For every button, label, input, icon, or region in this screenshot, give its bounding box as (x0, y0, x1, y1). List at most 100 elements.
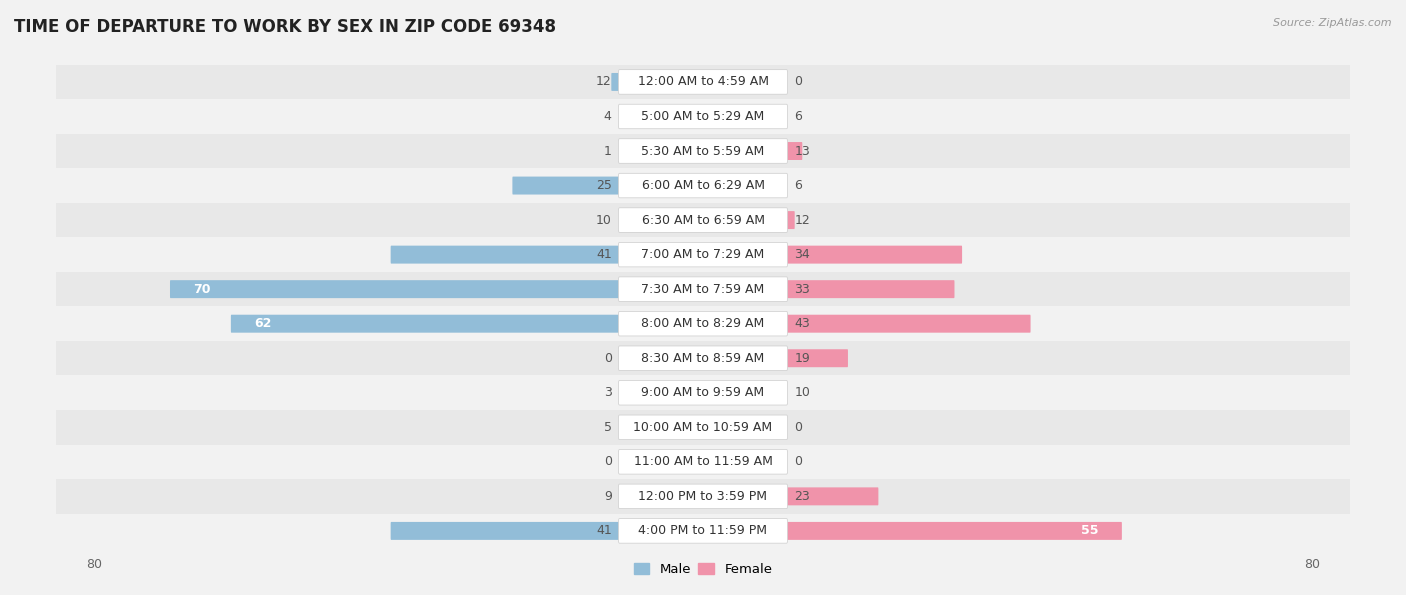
Text: 5:00 AM to 5:29 AM: 5:00 AM to 5:29 AM (641, 110, 765, 123)
FancyBboxPatch shape (512, 177, 703, 195)
Text: 34: 34 (794, 248, 810, 261)
Text: 5:30 AM to 5:59 AM: 5:30 AM to 5:59 AM (641, 145, 765, 158)
FancyBboxPatch shape (703, 246, 962, 264)
FancyBboxPatch shape (391, 246, 703, 264)
Text: 0: 0 (603, 455, 612, 468)
Text: TIME OF DEPARTURE TO WORK BY SEX IN ZIP CODE 69348: TIME OF DEPARTURE TO WORK BY SEX IN ZIP … (14, 18, 555, 36)
Bar (18, 306, 1388, 341)
Bar (18, 237, 1388, 272)
FancyBboxPatch shape (619, 70, 787, 94)
Text: 12:00 PM to 3:59 PM: 12:00 PM to 3:59 PM (638, 490, 768, 503)
Text: 0: 0 (603, 352, 612, 365)
Text: 62: 62 (254, 317, 271, 330)
Text: 41: 41 (596, 524, 612, 537)
Text: 23: 23 (794, 490, 810, 503)
Text: 7:30 AM to 7:59 AM: 7:30 AM to 7:59 AM (641, 283, 765, 296)
FancyBboxPatch shape (703, 211, 794, 229)
FancyBboxPatch shape (619, 277, 787, 302)
FancyBboxPatch shape (170, 280, 703, 298)
Text: 1: 1 (603, 145, 612, 158)
FancyBboxPatch shape (665, 418, 703, 436)
Legend: Male, Female: Male, Female (628, 558, 778, 581)
Text: 11:00 AM to 11:59 AM: 11:00 AM to 11:59 AM (634, 455, 772, 468)
FancyBboxPatch shape (619, 104, 787, 129)
Text: 12:00 AM to 4:59 AM: 12:00 AM to 4:59 AM (637, 76, 769, 89)
Bar (18, 272, 1388, 306)
Text: 7:00 AM to 7:29 AM: 7:00 AM to 7:29 AM (641, 248, 765, 261)
FancyBboxPatch shape (627, 211, 703, 229)
Text: 19: 19 (794, 352, 810, 365)
FancyBboxPatch shape (703, 315, 1031, 333)
Bar (18, 134, 1388, 168)
Text: 6:30 AM to 6:59 AM: 6:30 AM to 6:59 AM (641, 214, 765, 227)
Text: 9:00 AM to 9:59 AM: 9:00 AM to 9:59 AM (641, 386, 765, 399)
FancyBboxPatch shape (619, 242, 787, 267)
FancyBboxPatch shape (699, 453, 703, 471)
FancyBboxPatch shape (703, 349, 848, 367)
FancyBboxPatch shape (703, 384, 779, 402)
Text: 0: 0 (794, 421, 803, 434)
FancyBboxPatch shape (619, 139, 787, 163)
FancyBboxPatch shape (703, 73, 707, 91)
Text: 10:00 AM to 10:59 AM: 10:00 AM to 10:59 AM (634, 421, 772, 434)
FancyBboxPatch shape (703, 418, 707, 436)
Text: 8:00 AM to 8:29 AM: 8:00 AM to 8:29 AM (641, 317, 765, 330)
FancyBboxPatch shape (619, 208, 787, 232)
FancyBboxPatch shape (703, 280, 955, 298)
Text: 12: 12 (794, 214, 810, 227)
Bar (18, 99, 1388, 134)
Text: 41: 41 (596, 248, 612, 261)
Text: 13: 13 (794, 145, 810, 158)
Bar (18, 375, 1388, 410)
Text: Source: ZipAtlas.com: Source: ZipAtlas.com (1274, 18, 1392, 28)
Text: 25: 25 (596, 179, 612, 192)
Text: 43: 43 (794, 317, 810, 330)
FancyBboxPatch shape (634, 487, 703, 505)
FancyBboxPatch shape (703, 487, 879, 505)
Text: 6: 6 (794, 110, 803, 123)
Text: 6:00 AM to 6:29 AM: 6:00 AM to 6:29 AM (641, 179, 765, 192)
Text: 33: 33 (794, 283, 810, 296)
Bar (18, 410, 1388, 444)
FancyBboxPatch shape (231, 315, 703, 333)
Text: 55: 55 (1081, 524, 1098, 537)
FancyBboxPatch shape (619, 346, 787, 371)
Bar (18, 203, 1388, 237)
Text: 8:30 AM to 8:59 AM: 8:30 AM to 8:59 AM (641, 352, 765, 365)
Bar (18, 479, 1388, 513)
FancyBboxPatch shape (612, 73, 703, 91)
Text: 10: 10 (794, 386, 810, 399)
Text: 0: 0 (794, 455, 803, 468)
Text: 0: 0 (794, 76, 803, 89)
FancyBboxPatch shape (619, 311, 787, 336)
Text: 4: 4 (603, 110, 612, 123)
FancyBboxPatch shape (703, 108, 749, 126)
Bar (18, 513, 1388, 548)
Text: 5: 5 (603, 421, 612, 434)
FancyBboxPatch shape (703, 453, 707, 471)
FancyBboxPatch shape (695, 142, 703, 160)
Text: 6: 6 (794, 179, 803, 192)
FancyBboxPatch shape (619, 519, 787, 543)
FancyBboxPatch shape (619, 484, 787, 509)
FancyBboxPatch shape (619, 173, 787, 198)
FancyBboxPatch shape (619, 381, 787, 405)
FancyBboxPatch shape (703, 177, 749, 195)
Text: 4:00 PM to 11:59 PM: 4:00 PM to 11:59 PM (638, 524, 768, 537)
FancyBboxPatch shape (391, 522, 703, 540)
FancyBboxPatch shape (619, 450, 787, 474)
Bar (18, 65, 1388, 99)
Text: 9: 9 (603, 490, 612, 503)
FancyBboxPatch shape (703, 142, 803, 160)
Text: 12: 12 (596, 76, 612, 89)
FancyBboxPatch shape (679, 384, 703, 402)
Text: 10: 10 (596, 214, 612, 227)
FancyBboxPatch shape (619, 415, 787, 440)
FancyBboxPatch shape (672, 108, 703, 126)
Bar (18, 444, 1388, 479)
Bar (18, 168, 1388, 203)
Text: 3: 3 (603, 386, 612, 399)
Text: 70: 70 (193, 283, 211, 296)
FancyBboxPatch shape (699, 349, 703, 367)
Bar (18, 341, 1388, 375)
